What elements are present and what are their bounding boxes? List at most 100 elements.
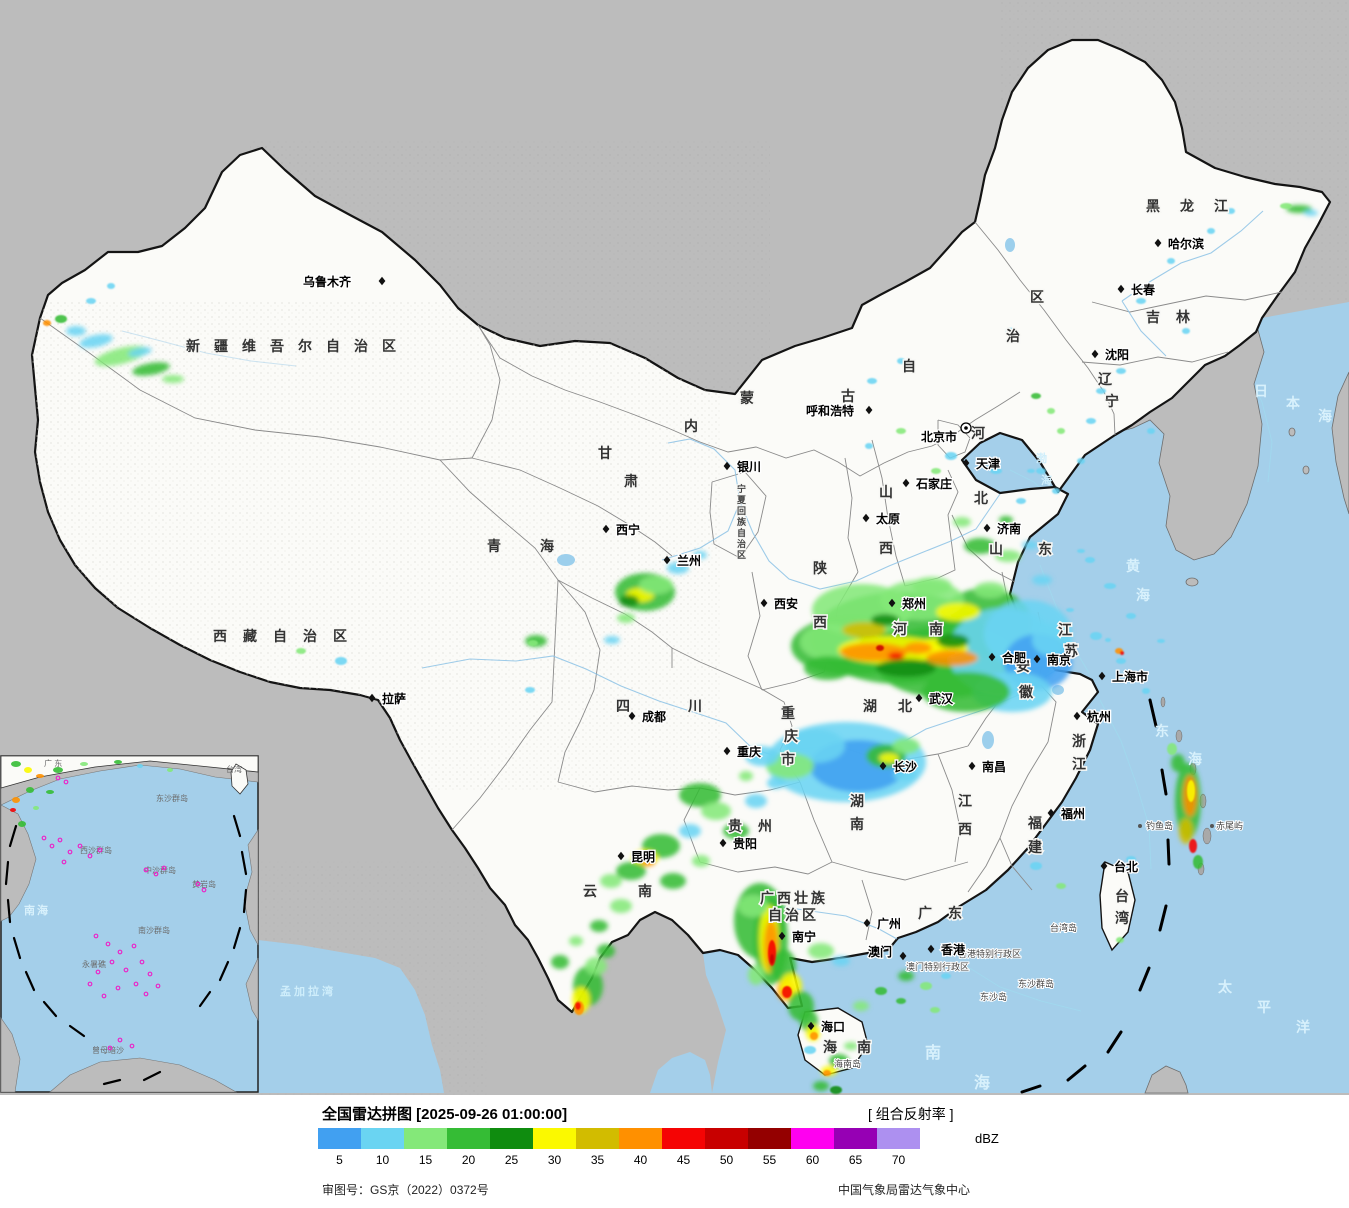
legend-scale-value: 30 [547,1153,562,1167]
map-label: 自 [737,527,746,538]
city-label: 兰州 [677,553,701,568]
radar-echo [43,320,51,326]
city-marker [723,461,731,471]
map-label: 湾 [1115,910,1129,926]
radar-echo [610,899,632,913]
map-label: 香港特别行政区 [958,948,1021,959]
island [1302,465,1310,475]
radar-echo [770,954,774,964]
legend-scale-value: 65 [848,1153,863,1167]
legend-swatch [533,1128,576,1149]
map-label: 辽 [1098,371,1113,387]
radar-echo [830,1086,842,1094]
map-label: 南 [638,883,652,899]
radar-echo [1189,839,1197,853]
city-label: 济南 [997,521,1021,536]
radar-echo [55,315,67,323]
legend-cell: 45 [662,1128,705,1167]
radar-echo [569,936,583,946]
map-label: 自治区 [768,907,819,923]
radar-echo [1193,855,1203,869]
legend-cell: 30 [533,1128,576,1167]
inset-island-mark [131,943,137,949]
map-label: 黄岩岛 [192,879,216,889]
legend-swatch [361,1128,404,1149]
map-label: 北 [898,698,912,714]
map-label: 市 [781,751,795,767]
radar-echo [879,753,899,763]
inset-radar-echo [24,767,32,773]
city-label: 西宁 [616,522,640,537]
radar-echo [897,358,905,364]
inset-island-mark [67,849,73,855]
radar-echo [162,375,184,383]
legend-swatch [791,1128,834,1149]
inset-island-mark [93,933,99,939]
city-label: 贵阳 [733,836,757,851]
map-label: 宁 [1105,393,1119,409]
legend-panel: 全国雷达拼图 [2025-09-26 01:00:00] [ 组合反射率 ] 5… [0,1095,1349,1208]
map-label: 庆 [784,728,798,744]
radar-echo [810,1032,818,1040]
radar-echo [974,582,1006,598]
radar-echo [1085,557,1095,563]
map-label: 甘 [598,445,612,461]
city-marker [602,524,610,534]
city-label: 福州 [1060,806,1085,821]
map-label: 钓鱼岛 [1146,820,1173,831]
map-label: 苏 [1064,643,1078,659]
city-label: 杭州 [1087,709,1111,724]
map-label: 族 [737,516,747,527]
city-marker [378,276,386,286]
radar-echo [953,517,971,527]
legend-swatch [318,1128,361,1149]
legend-product-label: [ 组合反射率 ] [868,1106,954,1122]
radar-echo [528,640,538,646]
map-label: 洋 [1296,1019,1312,1035]
legend-scale-value: 60 [805,1153,820,1167]
map-label: 海 [1318,408,1334,424]
inset-radar-echo [53,767,63,773]
inset-island-mark [201,887,207,893]
map-label: 黄 [1126,558,1142,574]
radar-echo [1096,388,1106,394]
city-label: 上海市 [1112,669,1148,684]
radar-echo [1126,856,1136,862]
city-label: 武汉 [929,691,954,706]
radar-echo [604,636,620,644]
radar-echo [619,595,639,607]
legend-title: 全国雷达拼图 [2025-09-26 01:00:00] [322,1106,568,1123]
city-label: 南昌 [982,759,1006,774]
radar-echo [813,1081,829,1091]
legend-cell: 40 [619,1128,662,1167]
inset-radar-echo [114,760,122,764]
radar-echo [1280,203,1292,209]
legend-approval: 审图号：GS京（2022）0372号 [322,1183,489,1197]
inset-radar-echo [33,806,39,810]
radar-echo [896,998,906,1004]
map-label: 南 [925,1043,941,1062]
radar-echo [296,648,306,654]
city-marker [663,555,671,565]
city-marker [888,598,896,608]
legend-scale-value: 5 [336,1153,343,1167]
radar-echo [590,920,608,932]
city-label: 银川 [737,459,761,474]
inset-island-mark [161,865,167,871]
radar-echo [679,824,701,838]
city-label: 呼和浩特 [806,403,854,418]
radar-echo [1116,937,1124,943]
radar-echo [597,944,615,958]
map-label: 新疆维吾尔自治区 [186,338,410,354]
radar-echo [1027,469,1035,473]
inset-radar-echo [36,774,44,778]
radar-echo [86,298,96,304]
city-marker [1117,284,1125,294]
map-label: 河 [893,621,907,637]
inset-radar-echo [12,797,20,803]
radar-echo [1086,418,1096,424]
map-label: 西 [958,821,972,837]
city-label: 南宁 [792,929,816,944]
map-label: 古 [841,388,855,404]
inset-radar-echo [18,821,26,827]
